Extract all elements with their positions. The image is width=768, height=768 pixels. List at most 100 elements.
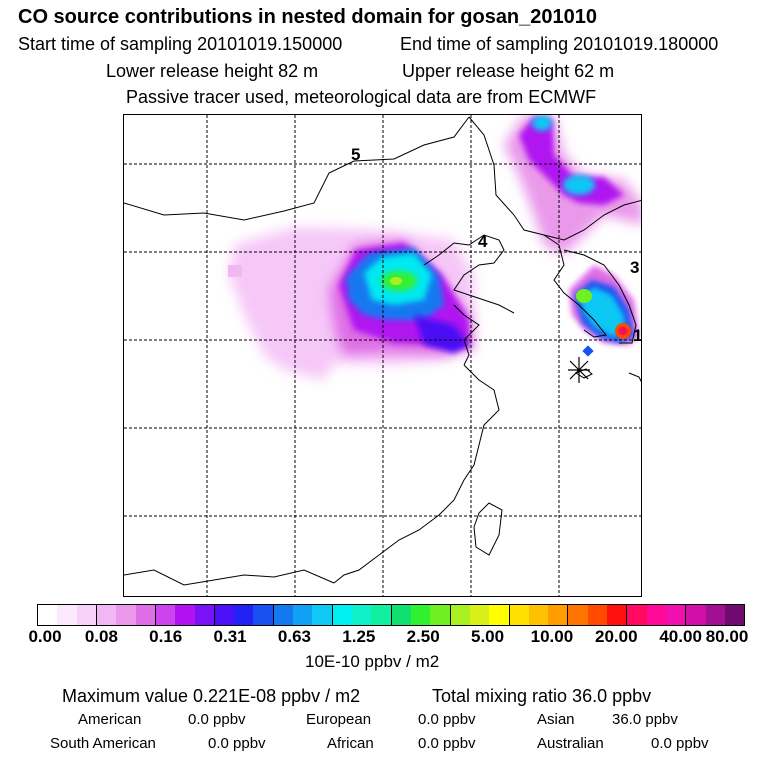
colorbar-cell: [627, 605, 647, 625]
coastline-manchuria: [468, 116, 545, 236]
colorbar-cell: [410, 605, 431, 625]
coastline-bohai: [423, 234, 515, 314]
contrib-value-european: 0.0 ppbv: [418, 711, 476, 728]
plume-core-peak: [390, 277, 402, 285]
lower-release-label: Lower release height 82 m: [106, 61, 319, 81]
colorbar-cell: [450, 605, 470, 625]
colorbar-cell: [38, 605, 58, 625]
colorbar-unit: 10E-10 ppbv / m2: [305, 652, 440, 671]
coastline-taiwan: [473, 502, 503, 556]
coastlines: [124, 116, 641, 586]
colorbar-cell: [135, 605, 156, 625]
grid-label-4: 4: [478, 232, 488, 251]
colorbar-cell: [273, 605, 294, 625]
colorbar-cell: [57, 605, 77, 625]
contrib-name-european: European: [306, 711, 372, 728]
contrib-value-african: 0.0 ppbv: [418, 735, 476, 752]
colorbar-tick-label: 0.63: [277, 627, 311, 646]
coastline-east-china: [333, 364, 500, 584]
map-plot-area: 5 4 3 1: [123, 114, 642, 597]
start-time-label: Start time of sampling 20101019.150000: [18, 34, 343, 54]
colorbar-cell: [666, 605, 687, 625]
colorbar-cell: [509, 605, 529, 625]
contrib-name-australian: Australian: [537, 735, 604, 752]
colorbar-cell: [352, 605, 372, 625]
colorbar-cell: [253, 605, 274, 625]
korea-plume: [569, 265, 639, 357]
colorbar-cell: [646, 605, 666, 625]
plume-speck-west: [228, 265, 242, 277]
colorbar-cell: [469, 605, 490, 625]
total-mixing-label: Total mixing ratio 36.0 ppbv: [432, 686, 652, 706]
contrib-value-asian: 36.0 ppbv: [612, 711, 678, 728]
north-china-plume: [228, 227, 474, 380]
map-svg: 5 4 3 1: [124, 115, 642, 596]
ne-layer-cyan: [563, 175, 595, 195]
colorbar-cell: [293, 605, 313, 625]
tracer-info-label: Passive tracer used, meteorological data…: [126, 87, 597, 107]
korea-speck: [582, 345, 594, 357]
ne-layer-top: [532, 115, 552, 131]
korea-core-peak: [619, 327, 627, 335]
colorbar-cell: [175, 605, 195, 625]
colorbar-cell: [194, 605, 215, 625]
coastline-korea: [543, 234, 607, 338]
colorbar-tick-label: 0.31: [213, 627, 247, 646]
contrib-name-asian: Asian: [537, 711, 575, 728]
colorbar-cell: [312, 605, 333, 625]
colorbar-cell: [155, 605, 176, 625]
max-value-label: Maximum value 0.221E-08 ppbv / m2: [62, 686, 361, 706]
colorbar-cell: [234, 605, 254, 625]
border-north-korea: [543, 200, 641, 241]
colorbar-tick-label: 5.00: [470, 627, 505, 646]
coastline-south: [124, 569, 335, 586]
grid-label-5: 5: [351, 145, 360, 164]
end-time-label: End time of sampling 20101019.180000: [400, 34, 719, 54]
colorbar-cell: [587, 605, 608, 625]
contrib-name-american: American: [78, 711, 142, 728]
colorbar-cell: [214, 605, 235, 625]
colorbar-cell: [489, 605, 510, 625]
colorbar-tick-label: 20.00: [594, 627, 638, 646]
colorbar-cell: [371, 605, 392, 625]
contrib-value-south-american: 0.0 ppbv: [208, 735, 266, 752]
colorbar-tick-label: 10.00: [530, 627, 574, 646]
receptor-star-icon: [568, 357, 590, 383]
korea-core-green: [576, 289, 592, 303]
colorbar-cell: [430, 605, 451, 625]
colorbar-cell: [724, 605, 745, 625]
grid-label-1: 1: [633, 326, 642, 345]
coastline-mongolia-border: [124, 116, 470, 221]
coastline-korea-east: [563, 249, 637, 344]
colorbar-tick-label: 1.25: [342, 627, 376, 646]
contrib-value-australian: 0.0 ppbv: [651, 735, 709, 752]
colorbar-cell: [391, 605, 411, 625]
ne-layer-mid: [519, 117, 624, 205]
northeast-plume: [504, 115, 641, 255]
colorbar-cell: [76, 605, 97, 625]
grid-label-3: 3: [630, 258, 639, 277]
colorbar-cell: [607, 605, 628, 625]
colorbar-tick-label: 80.00: [705, 627, 749, 646]
colorbar-cell: [705, 605, 725, 625]
colorbar-tick-label: 40.00: [659, 627, 702, 646]
upper-release-label: Upper release height 62 m: [402, 61, 615, 81]
colorbar-tick-label: 0.16: [149, 627, 183, 646]
contrib-value-american: 0.0 ppbv: [188, 711, 246, 728]
contrib-name-south-american: South American: [50, 735, 156, 752]
colorbar-cell: [116, 605, 136, 625]
chart-title: CO source contributions in nested domain…: [18, 6, 598, 28]
colorbar-tick-label: 2.50: [406, 627, 440, 646]
colorbar-cell: [332, 605, 352, 625]
colorbar-tick-label: 0.08: [84, 627, 118, 646]
colorbar-cell: [686, 605, 706, 625]
colorbar-cell: [96, 605, 117, 625]
colorbar: [37, 604, 745, 626]
colorbar-cell: [528, 605, 549, 625]
contrib-name-african: African: [327, 735, 374, 752]
coastline-japan: [628, 372, 641, 383]
plume-arm-lower: [414, 315, 469, 353]
colorbar-tick-label: 0.00: [28, 627, 62, 646]
grid-lines: [124, 115, 641, 596]
colorbar-cell: [568, 605, 588, 625]
